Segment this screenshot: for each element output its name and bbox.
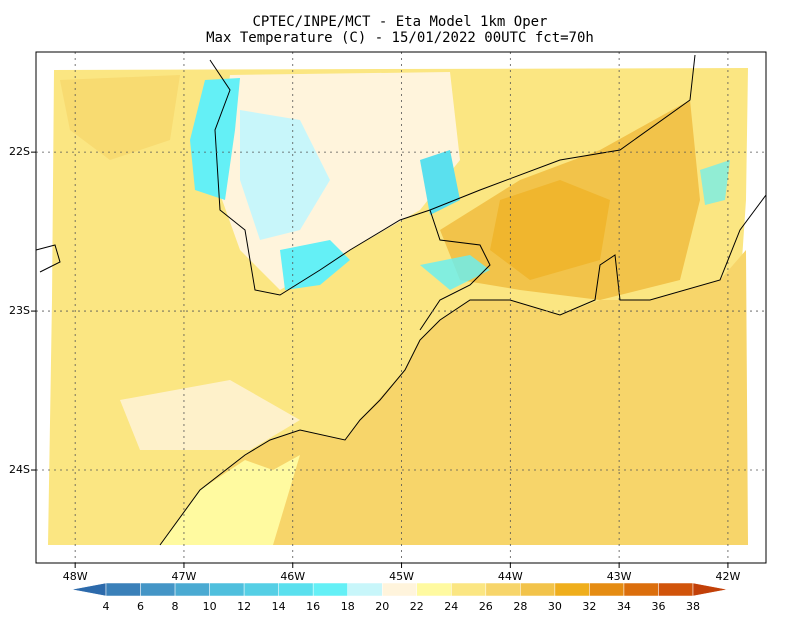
- coastline: [159, 194, 767, 546]
- title-line: CPTEC/INPE/MCT - Eta Model 1km Oper: [252, 14, 547, 30]
- cool-patch: [190, 78, 240, 200]
- colorbar-box: [278, 582, 314, 597]
- colorbar-box: [520, 582, 556, 597]
- colorbar-box: [589, 582, 625, 597]
- state-border: [419, 209, 491, 331]
- colorbar-label: 22: [410, 600, 424, 613]
- y-tick-label: 24S: [9, 463, 30, 476]
- x-tick-label: 47W: [172, 570, 197, 583]
- x-tick-label: 43W: [607, 570, 632, 583]
- colorbar-label: 12: [237, 600, 251, 613]
- colorbar-triangle: [71, 582, 107, 597]
- colorbar-label: 28: [513, 600, 527, 613]
- colorbar-label: 30: [548, 600, 562, 613]
- colorbar-label: 20: [375, 600, 389, 613]
- cool-patch: [700, 160, 730, 205]
- warm-patch: [60, 75, 180, 160]
- frame: [35, 51, 767, 564]
- colorbar-triangle: [692, 582, 728, 597]
- colorbar-box: [174, 582, 210, 597]
- colorbar-label: 4: [103, 600, 110, 613]
- x-tick-label: 42W: [715, 570, 740, 583]
- ocean-field: [160, 250, 748, 545]
- colorbar-label: 10: [203, 600, 217, 613]
- colorbar: 4 6 8 10 12 14 16 18 20 22 24 26 28 30 32 34 36 38: [71, 582, 728, 613]
- colorbar-label: 16: [306, 600, 320, 613]
- colorbar-box: [451, 582, 487, 597]
- colorbar-box: [209, 582, 245, 597]
- mild-patch: [120, 380, 300, 450]
- colorbar-label: 26: [479, 600, 493, 613]
- colorbar-box: [243, 582, 279, 597]
- colorbar-box: [623, 582, 659, 597]
- colorbar-box: [381, 582, 418, 597]
- x-tick-label: 45W: [389, 570, 414, 583]
- colorbar-box: [347, 582, 383, 597]
- x-tick-label: 48W: [63, 570, 88, 583]
- cool-patch: [420, 150, 460, 215]
- colorbar-label: 8: [172, 600, 179, 613]
- colorbar-label: 36: [651, 600, 665, 613]
- cool-patch: [420, 255, 490, 290]
- colorbar-box: [105, 582, 141, 597]
- colorbar-label: 38: [686, 600, 700, 613]
- coastline: [35, 244, 61, 273]
- cool-patch: [280, 240, 350, 290]
- temperature-field: [35, 52, 767, 563]
- colorbar-box: [312, 582, 348, 597]
- colorbar-label: 14: [272, 600, 286, 613]
- colorbar-box: [554, 582, 590, 597]
- colorbar-label: 24: [444, 600, 458, 613]
- colorbar-box: [416, 582, 452, 597]
- colorbar-label: 18: [341, 600, 355, 613]
- colorbar-label: 34: [617, 600, 631, 613]
- hot-patch: [490, 180, 610, 280]
- title-line: Max Temperature (C) - 15/01/2022 00UTC f…: [206, 30, 594, 46]
- cool-patch: [240, 110, 330, 240]
- colorbar-box: [140, 582, 176, 597]
- colorbar-box: [658, 582, 694, 597]
- y-tick-label: 22S: [9, 145, 30, 158]
- y-tick-label: 23S: [9, 304, 30, 317]
- state-border: [209, 54, 696, 296]
- colorbar-box: [485, 582, 521, 597]
- x-tick-label: 46W: [280, 570, 305, 583]
- grid: [36, 52, 766, 563]
- warm-patch: [160, 455, 300, 545]
- colorbar-label: 32: [582, 600, 596, 613]
- colorbar-label: 6: [137, 600, 144, 613]
- x-tick-label: 44W: [498, 570, 523, 583]
